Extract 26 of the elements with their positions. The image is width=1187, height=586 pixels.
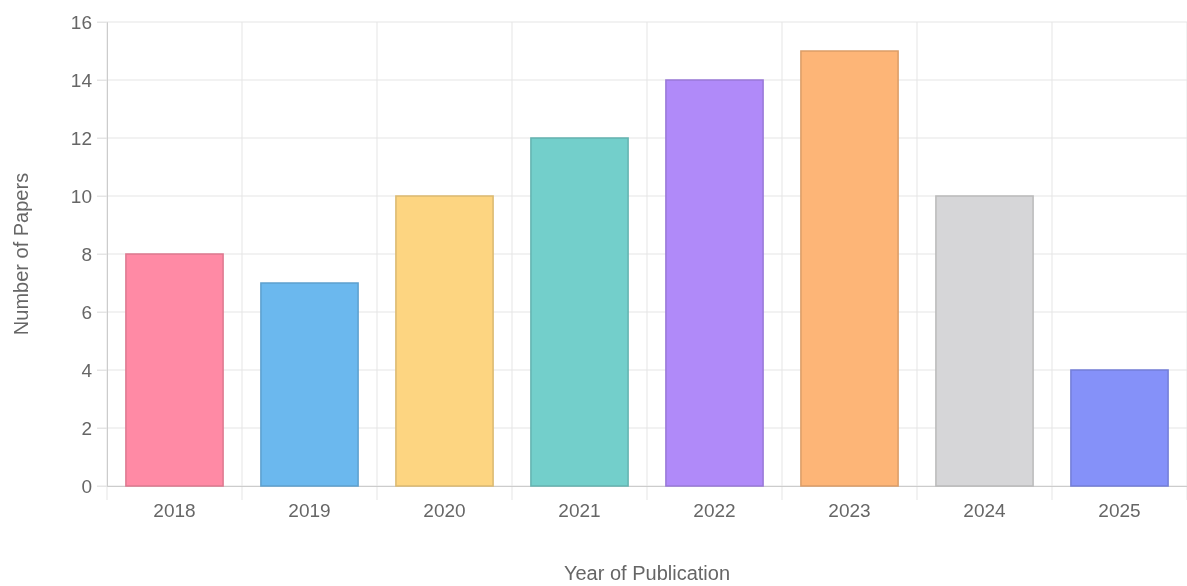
x-tick-label: 2023: [828, 500, 871, 521]
y-tick-label: 2: [81, 417, 92, 439]
bar: [1070, 369, 1169, 487]
x-tick-label: 2020: [423, 500, 466, 521]
bar: [260, 282, 359, 487]
y-tick-label: 12: [70, 127, 92, 149]
bar: [395, 195, 494, 487]
y-tick-label: 14: [70, 69, 93, 91]
y-tick-label: 8: [81, 243, 92, 265]
x-tick-label: 2024: [963, 500, 1007, 521]
x-tick-label: 2018: [153, 500, 196, 521]
y-tick-label: 0: [81, 475, 92, 497]
y-tick-label: 16: [70, 11, 92, 33]
bar: [125, 253, 224, 487]
x-tick-label: 2025: [1098, 500, 1141, 521]
x-tick-label: 2022: [693, 500, 736, 521]
y-tick-label: 4: [81, 359, 93, 381]
y-tick-label: 6: [81, 301, 92, 323]
bar: [530, 137, 629, 487]
y-axis-title: Number of Papers: [10, 172, 32, 336]
x-tick-label: 2019: [288, 500, 331, 521]
bar: [665, 79, 764, 487]
x-axis-title: Year of Publication: [563, 562, 731, 584]
y-tick-label: 10: [70, 185, 92, 207]
bar: [800, 50, 899, 487]
x-tick-label: 2021: [558, 500, 601, 521]
